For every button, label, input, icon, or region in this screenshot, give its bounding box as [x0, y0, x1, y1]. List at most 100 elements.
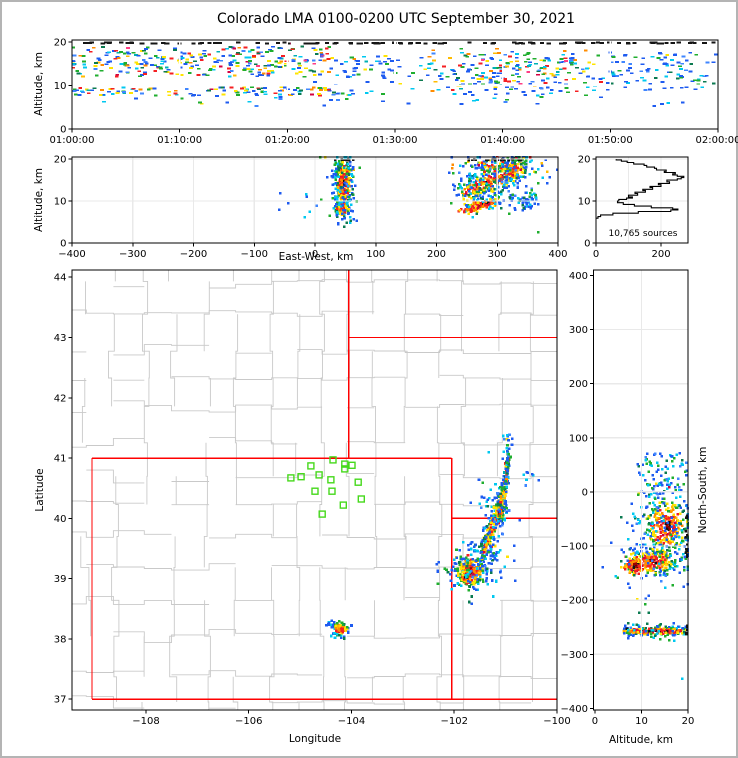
- lightning-source-point: [653, 77, 658, 79]
- lightning-source-point: [505, 186, 509, 190]
- lightning-source-point: [479, 177, 483, 180]
- lightning-source-point: [202, 52, 206, 55]
- lightning-source-point: [519, 159, 523, 162]
- lightning-source-point: [501, 513, 505, 517]
- lightning-source-point: [500, 483, 504, 487]
- lightning-source-point: [503, 186, 506, 189]
- lightning-source-point: [498, 170, 502, 173]
- lightning-source-point: [347, 208, 351, 211]
- lightning-source-point: [662, 627, 666, 631]
- lightning-source-point: [679, 520, 682, 523]
- lightning-source-point: [201, 73, 206, 76]
- lightning-source-point: [518, 82, 523, 85]
- lightning-source-point: [634, 630, 637, 634]
- lightning-source-point: [487, 202, 491, 206]
- lightning-source-point: [245, 60, 250, 63]
- lightning-source-point: [502, 474, 506, 478]
- lightning-source-point: [340, 188, 343, 192]
- lightning-source-point: [679, 512, 682, 515]
- lightning-source-point: [347, 183, 350, 186]
- lightning-source-point: [471, 557, 475, 561]
- lightning-source-point: [344, 181, 347, 184]
- lightning-source-point: [410, 87, 415, 90]
- lightning-source-point: [427, 67, 431, 70]
- lightning-source-point: [564, 60, 568, 62]
- lightning-source-point: [671, 491, 675, 495]
- lightning-source-point: [506, 168, 510, 171]
- lightning-source-point: [475, 186, 479, 189]
- lightning-source-point: [515, 156, 518, 160]
- lightning-source-point: [684, 530, 688, 533]
- lightning-source-point: [81, 91, 85, 94]
- lightning-source-point: [515, 60, 519, 63]
- lightning-source-point: [654, 452, 657, 455]
- lightning-source-point: [450, 587, 453, 591]
- lightning-source-point: [340, 173, 343, 176]
- lightning-source-point: [473, 184, 477, 187]
- lightning-source-point: [494, 198, 497, 201]
- lightning-source-point: [635, 559, 638, 563]
- lightning-source-point: [173, 92, 178, 95]
- lightning-source-point: [340, 168, 343, 171]
- lightning-source-point: [628, 560, 631, 563]
- lightning-source-point: [655, 510, 658, 513]
- lightning-source-point: [228, 62, 233, 64]
- lightning-source-point: [509, 166, 512, 170]
- lightning-source-point: [227, 75, 232, 78]
- lightning-source-point: [507, 190, 511, 193]
- lightning-source-point: [627, 622, 630, 625]
- lightning-source-point: [573, 59, 577, 61]
- lightning-source-point: [480, 556, 483, 559]
- lma-station-marker: [318, 510, 326, 518]
- lightning-source-point: [470, 579, 473, 582]
- lightning-source-point: [505, 507, 508, 510]
- x-tick-label: 400: [548, 249, 567, 260]
- lightning-source-point: [72, 90, 77, 92]
- x-tick-label: 02:00:00: [696, 135, 738, 146]
- lightning-source-point: [481, 163, 484, 167]
- lightning-source-point: [480, 75, 485, 78]
- lightning-source-point: [467, 548, 470, 551]
- lightning-source-point: [683, 500, 686, 503]
- lightning-source-point: [313, 49, 318, 51]
- lightning-source-point: [641, 564, 644, 567]
- lightning-source-point: [342, 187, 345, 191]
- lightning-source-point: [467, 588, 470, 592]
- lightning-source-point: [514, 56, 519, 59]
- lightning-source-point: [122, 52, 127, 55]
- lightning-source-point: [656, 625, 659, 628]
- lightning-source-point: [684, 59, 689, 62]
- lightning-source-point: [297, 67, 301, 69]
- lightning-source-point: [340, 183, 343, 186]
- lightning-source-point: [330, 57, 335, 59]
- lightning-source-point: [491, 554, 495, 558]
- lightning-source-point: [625, 563, 629, 566]
- lightning-source-point: [545, 77, 550, 80]
- lightning-source-point: [635, 543, 639, 546]
- lightning-source-point: [644, 563, 647, 566]
- lightning-source-point: [662, 497, 666, 500]
- lightning-source-point: [605, 88, 610, 91]
- lightning-source-point: [649, 463, 652, 467]
- lightning-source-point: [637, 464, 640, 468]
- lightning-source-point: [675, 532, 679, 535]
- lightning-source-point: [515, 53, 519, 55]
- lightning-source-point: [346, 195, 350, 199]
- lightning-source-point: [678, 465, 682, 468]
- lightning-source-point: [676, 518, 680, 522]
- lightning-source-point: [498, 66, 502, 69]
- lightning-source-point: [479, 191, 482, 194]
- lightning-source-point: [273, 92, 278, 95]
- lightning-source-point: [160, 60, 165, 63]
- lightning-source-point: [343, 213, 346, 216]
- lightning-source-point: [492, 166, 495, 169]
- lightning-source-point: [495, 507, 499, 510]
- lightning-source-point: [302, 75, 307, 78]
- lightning-source-point: [658, 550, 661, 553]
- lightning-source-point: [652, 543, 656, 547]
- lightning-source-point: [692, 42, 697, 45]
- x-tick-label: 200: [651, 249, 670, 260]
- lightning-source-point: [342, 165, 346, 168]
- lightning-source-point: [346, 180, 349, 184]
- lightning-source-point: [229, 86, 234, 89]
